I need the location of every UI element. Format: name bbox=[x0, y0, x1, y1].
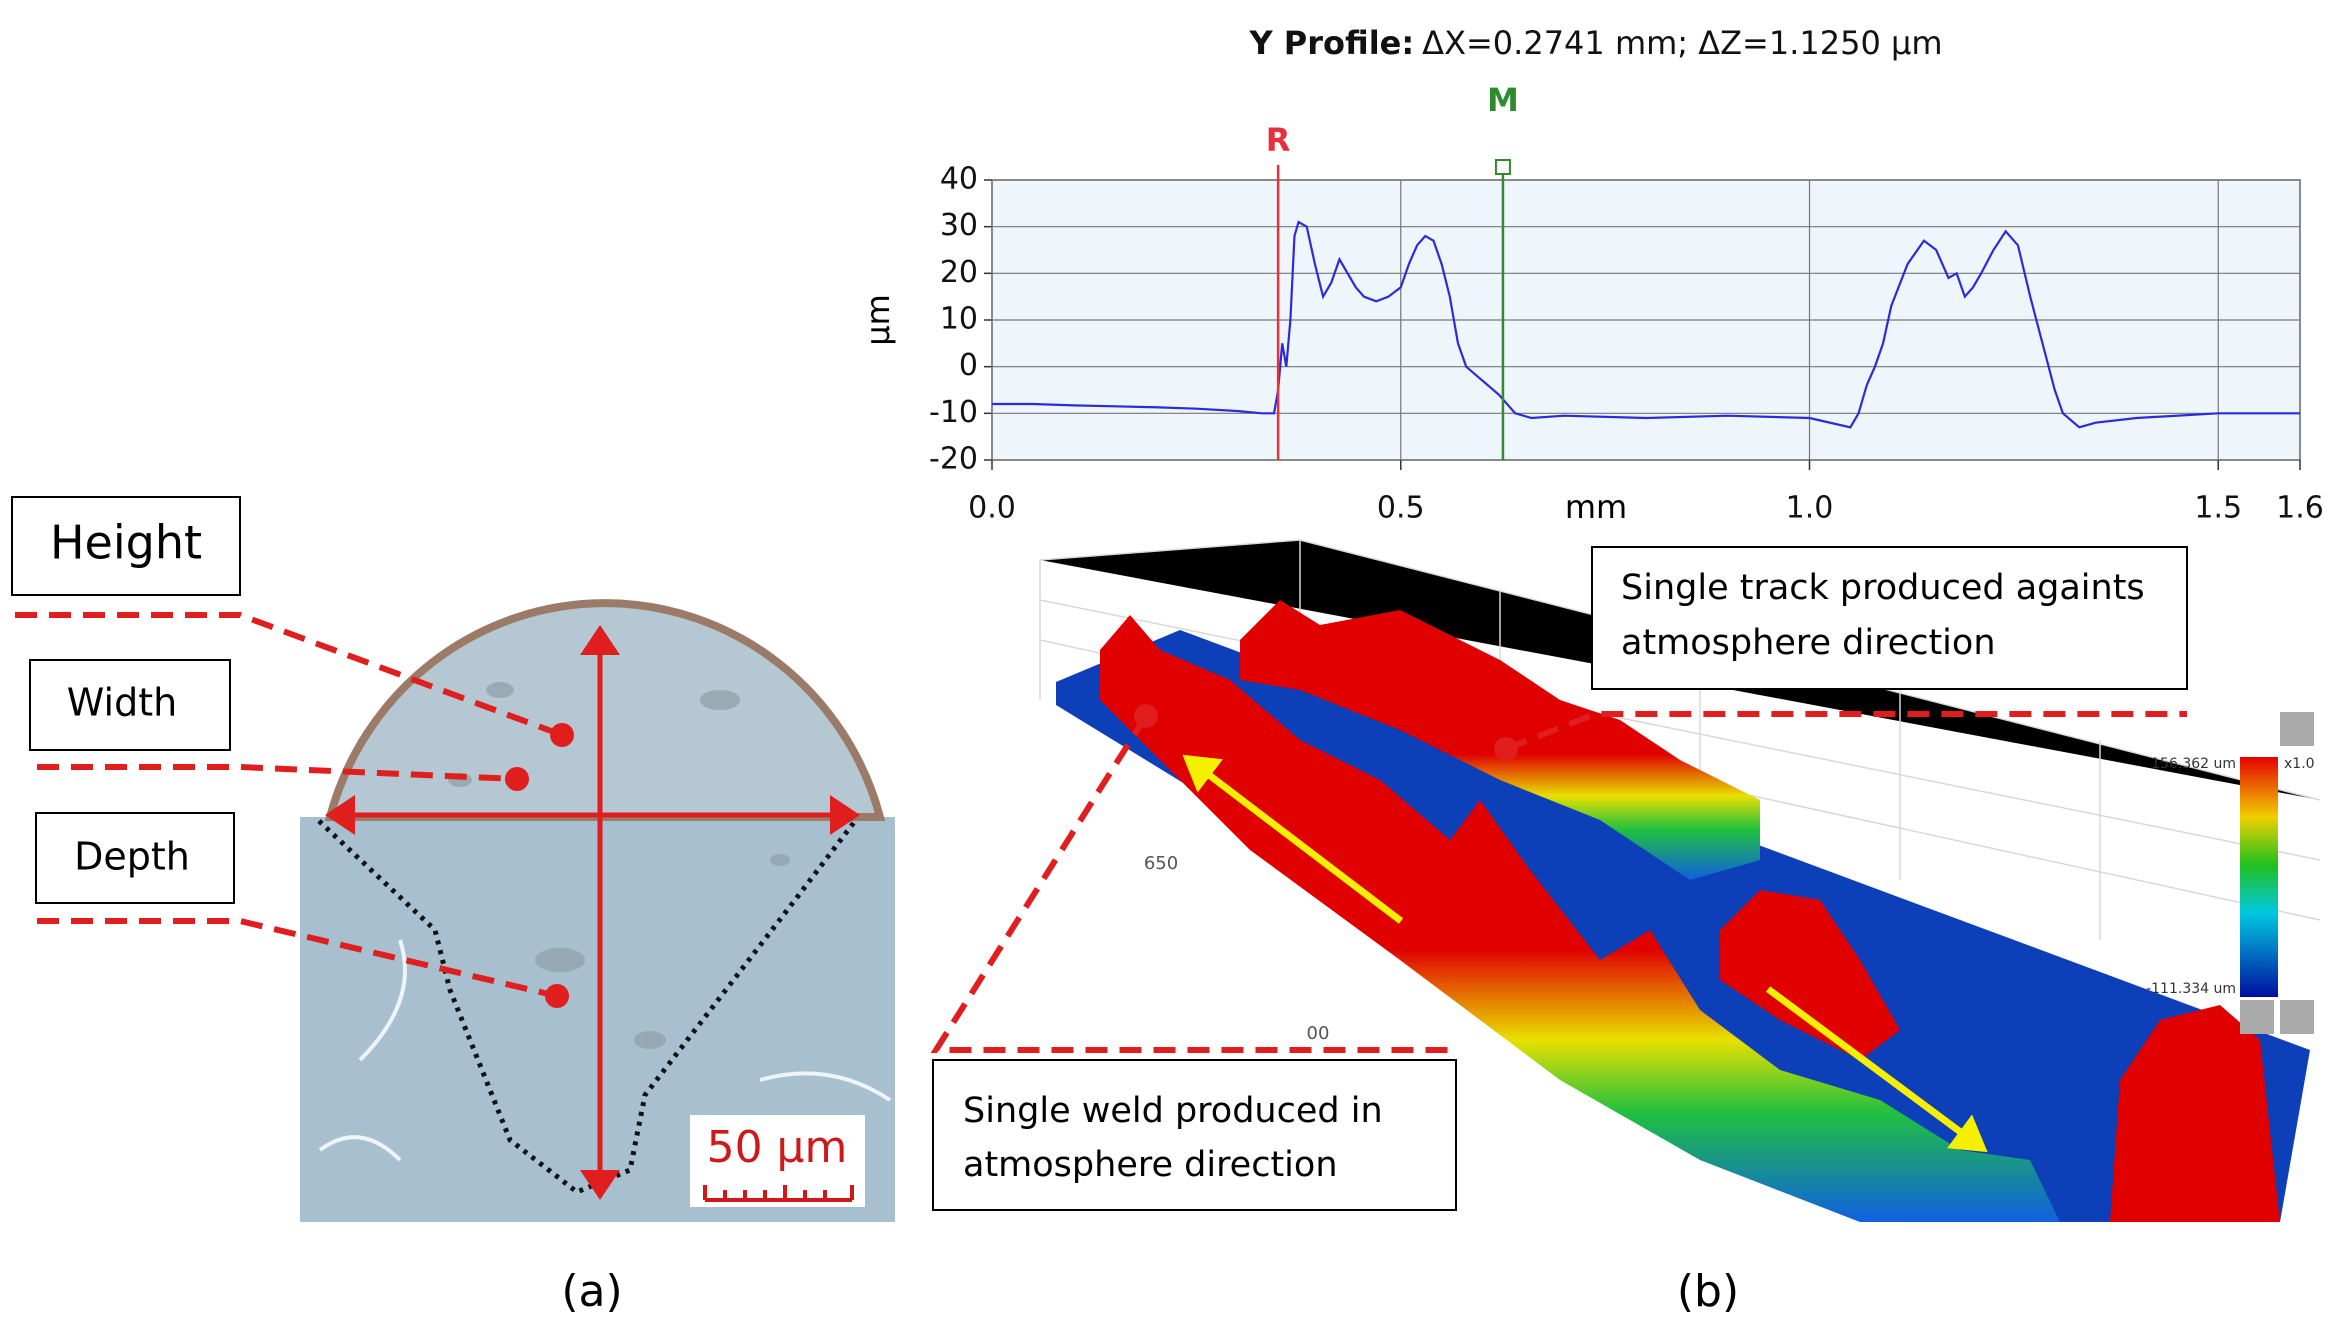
note-line: Single weld produced in bbox=[963, 1091, 1383, 1131]
scale-label: 50 µm bbox=[707, 1122, 848, 1173]
dot bbox=[550, 723, 574, 747]
dot bbox=[1494, 737, 1518, 761]
y-tick-label: 40 bbox=[940, 162, 978, 197]
leader bbox=[37, 764, 518, 782]
x-axis-label: mm bbox=[1565, 488, 1627, 526]
chart-title: Y Profile: ΔX=0.2741 mm; ΔZ=1.1250 µm bbox=[1248, 24, 1942, 62]
leader bbox=[37, 918, 558, 999]
axis-label: 00 bbox=[1307, 1023, 1330, 1044]
y-tick-label: -20 bbox=[929, 442, 978, 477]
note-line: Single track produced againts bbox=[1621, 568, 2145, 608]
title-bold: Y Profile: bbox=[1248, 24, 1414, 62]
leader bbox=[1504, 711, 2187, 752]
label-box bbox=[11, 496, 241, 596]
label-box bbox=[35, 812, 235, 904]
x-tick-label: 1.5 bbox=[2194, 491, 2242, 526]
y-tick-label: 0 bbox=[959, 348, 978, 383]
micrograph bbox=[300, 599, 895, 1222]
leader bbox=[930, 714, 1453, 1053]
panel-label: (a) bbox=[561, 1266, 622, 1317]
y-tick-label: 10 bbox=[940, 302, 978, 337]
axis-label: 650 bbox=[1144, 853, 1178, 874]
dot bbox=[545, 984, 569, 1008]
label-box bbox=[29, 659, 231, 751]
height-label: Height bbox=[50, 516, 202, 570]
width-label: Width bbox=[67, 681, 177, 725]
cursor-label: M bbox=[1487, 81, 1519, 119]
dot bbox=[1134, 704, 1158, 728]
title-text: ΔX=0.2741 mm; ΔZ=1.1250 µm bbox=[1422, 24, 1942, 62]
colorbar-max: 156.362 um bbox=[2151, 756, 2236, 772]
colorbar-min: -111.334 um bbox=[2146, 981, 2236, 997]
x-tick-label: 1.6 bbox=[2276, 491, 2324, 526]
zoom-label: x1.0 bbox=[2284, 756, 2315, 772]
profile-line bbox=[992, 220, 2300, 429]
panel-label: (b) bbox=[1677, 1266, 1739, 1317]
note-box bbox=[1591, 546, 2188, 690]
cursor-label: R bbox=[1266, 121, 1291, 159]
y-tick-label: 20 bbox=[940, 255, 978, 290]
leader bbox=[15, 612, 564, 738]
note-line: atmosphere direction bbox=[1621, 623, 1996, 663]
y-tick-label: -10 bbox=[929, 395, 978, 430]
note-box bbox=[932, 1059, 1457, 1211]
x-tick-label: 0.0 bbox=[968, 491, 1016, 526]
x-tick-label: 1.0 bbox=[1786, 491, 1834, 526]
cursor-handle bbox=[1494, 159, 1511, 175]
depth-label: Depth bbox=[74, 835, 190, 879]
dot bbox=[505, 767, 529, 791]
note-line: atmosphere direction bbox=[963, 1145, 1338, 1185]
y-axis-label: µm bbox=[859, 294, 897, 346]
y-tick-label: 30 bbox=[940, 208, 978, 243]
x-tick-label: 0.5 bbox=[1377, 491, 1425, 526]
chart: -20 -10 0 10 20 30 40 0.0 0.5 1.0 1.5 1.6 R M bbox=[929, 81, 2324, 526]
